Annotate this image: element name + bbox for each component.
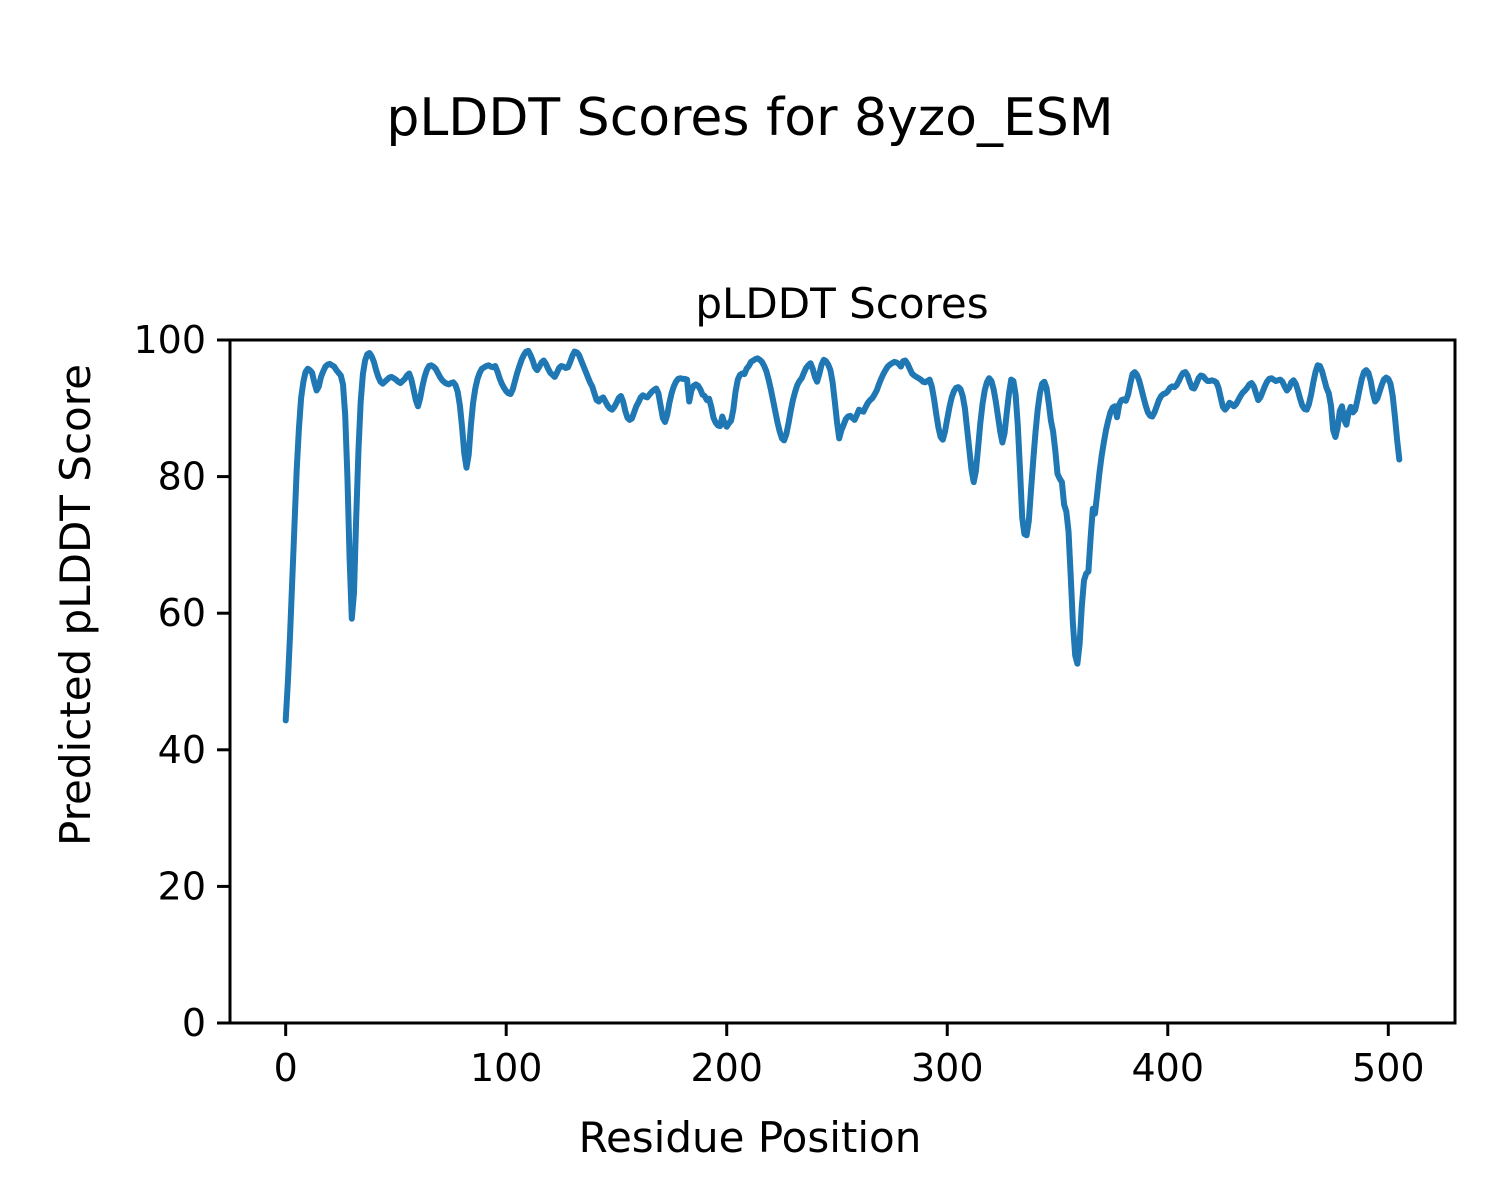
y-axis-label: Predicted pLDDT Score <box>51 364 100 846</box>
y-axis-ticks: 0 20 40 60 80 100 <box>133 318 230 1045</box>
y-tick-label: 40 <box>158 728 206 772</box>
x-axis-ticks: 0 100 200 300 400 500 <box>274 1023 1425 1090</box>
x-tick-label: 400 <box>1132 1046 1205 1090</box>
figure-title: pLDDT Scores for 8yzo_ESM <box>386 88 1113 148</box>
x-tick-label: 500 <box>1352 1046 1425 1090</box>
plot-frame <box>228 338 1457 1025</box>
x-tick-label: 300 <box>911 1046 984 1090</box>
y-tick-label: 80 <box>158 455 206 499</box>
x-axis-label: Residue Position <box>579 1113 922 1162</box>
x-tick-label: 200 <box>690 1046 763 1090</box>
x-tick-label: 100 <box>470 1046 543 1090</box>
y-tick-label: 0 <box>182 1001 206 1045</box>
y-tick-label: 60 <box>158 591 206 635</box>
pldddt-line-series <box>282 347 1403 724</box>
axes-title: pLDDT Scores <box>695 279 988 328</box>
y-tick-label: 100 <box>133 318 206 362</box>
x-tick-label: 0 <box>274 1046 298 1090</box>
y-tick-label: 20 <box>158 864 206 908</box>
